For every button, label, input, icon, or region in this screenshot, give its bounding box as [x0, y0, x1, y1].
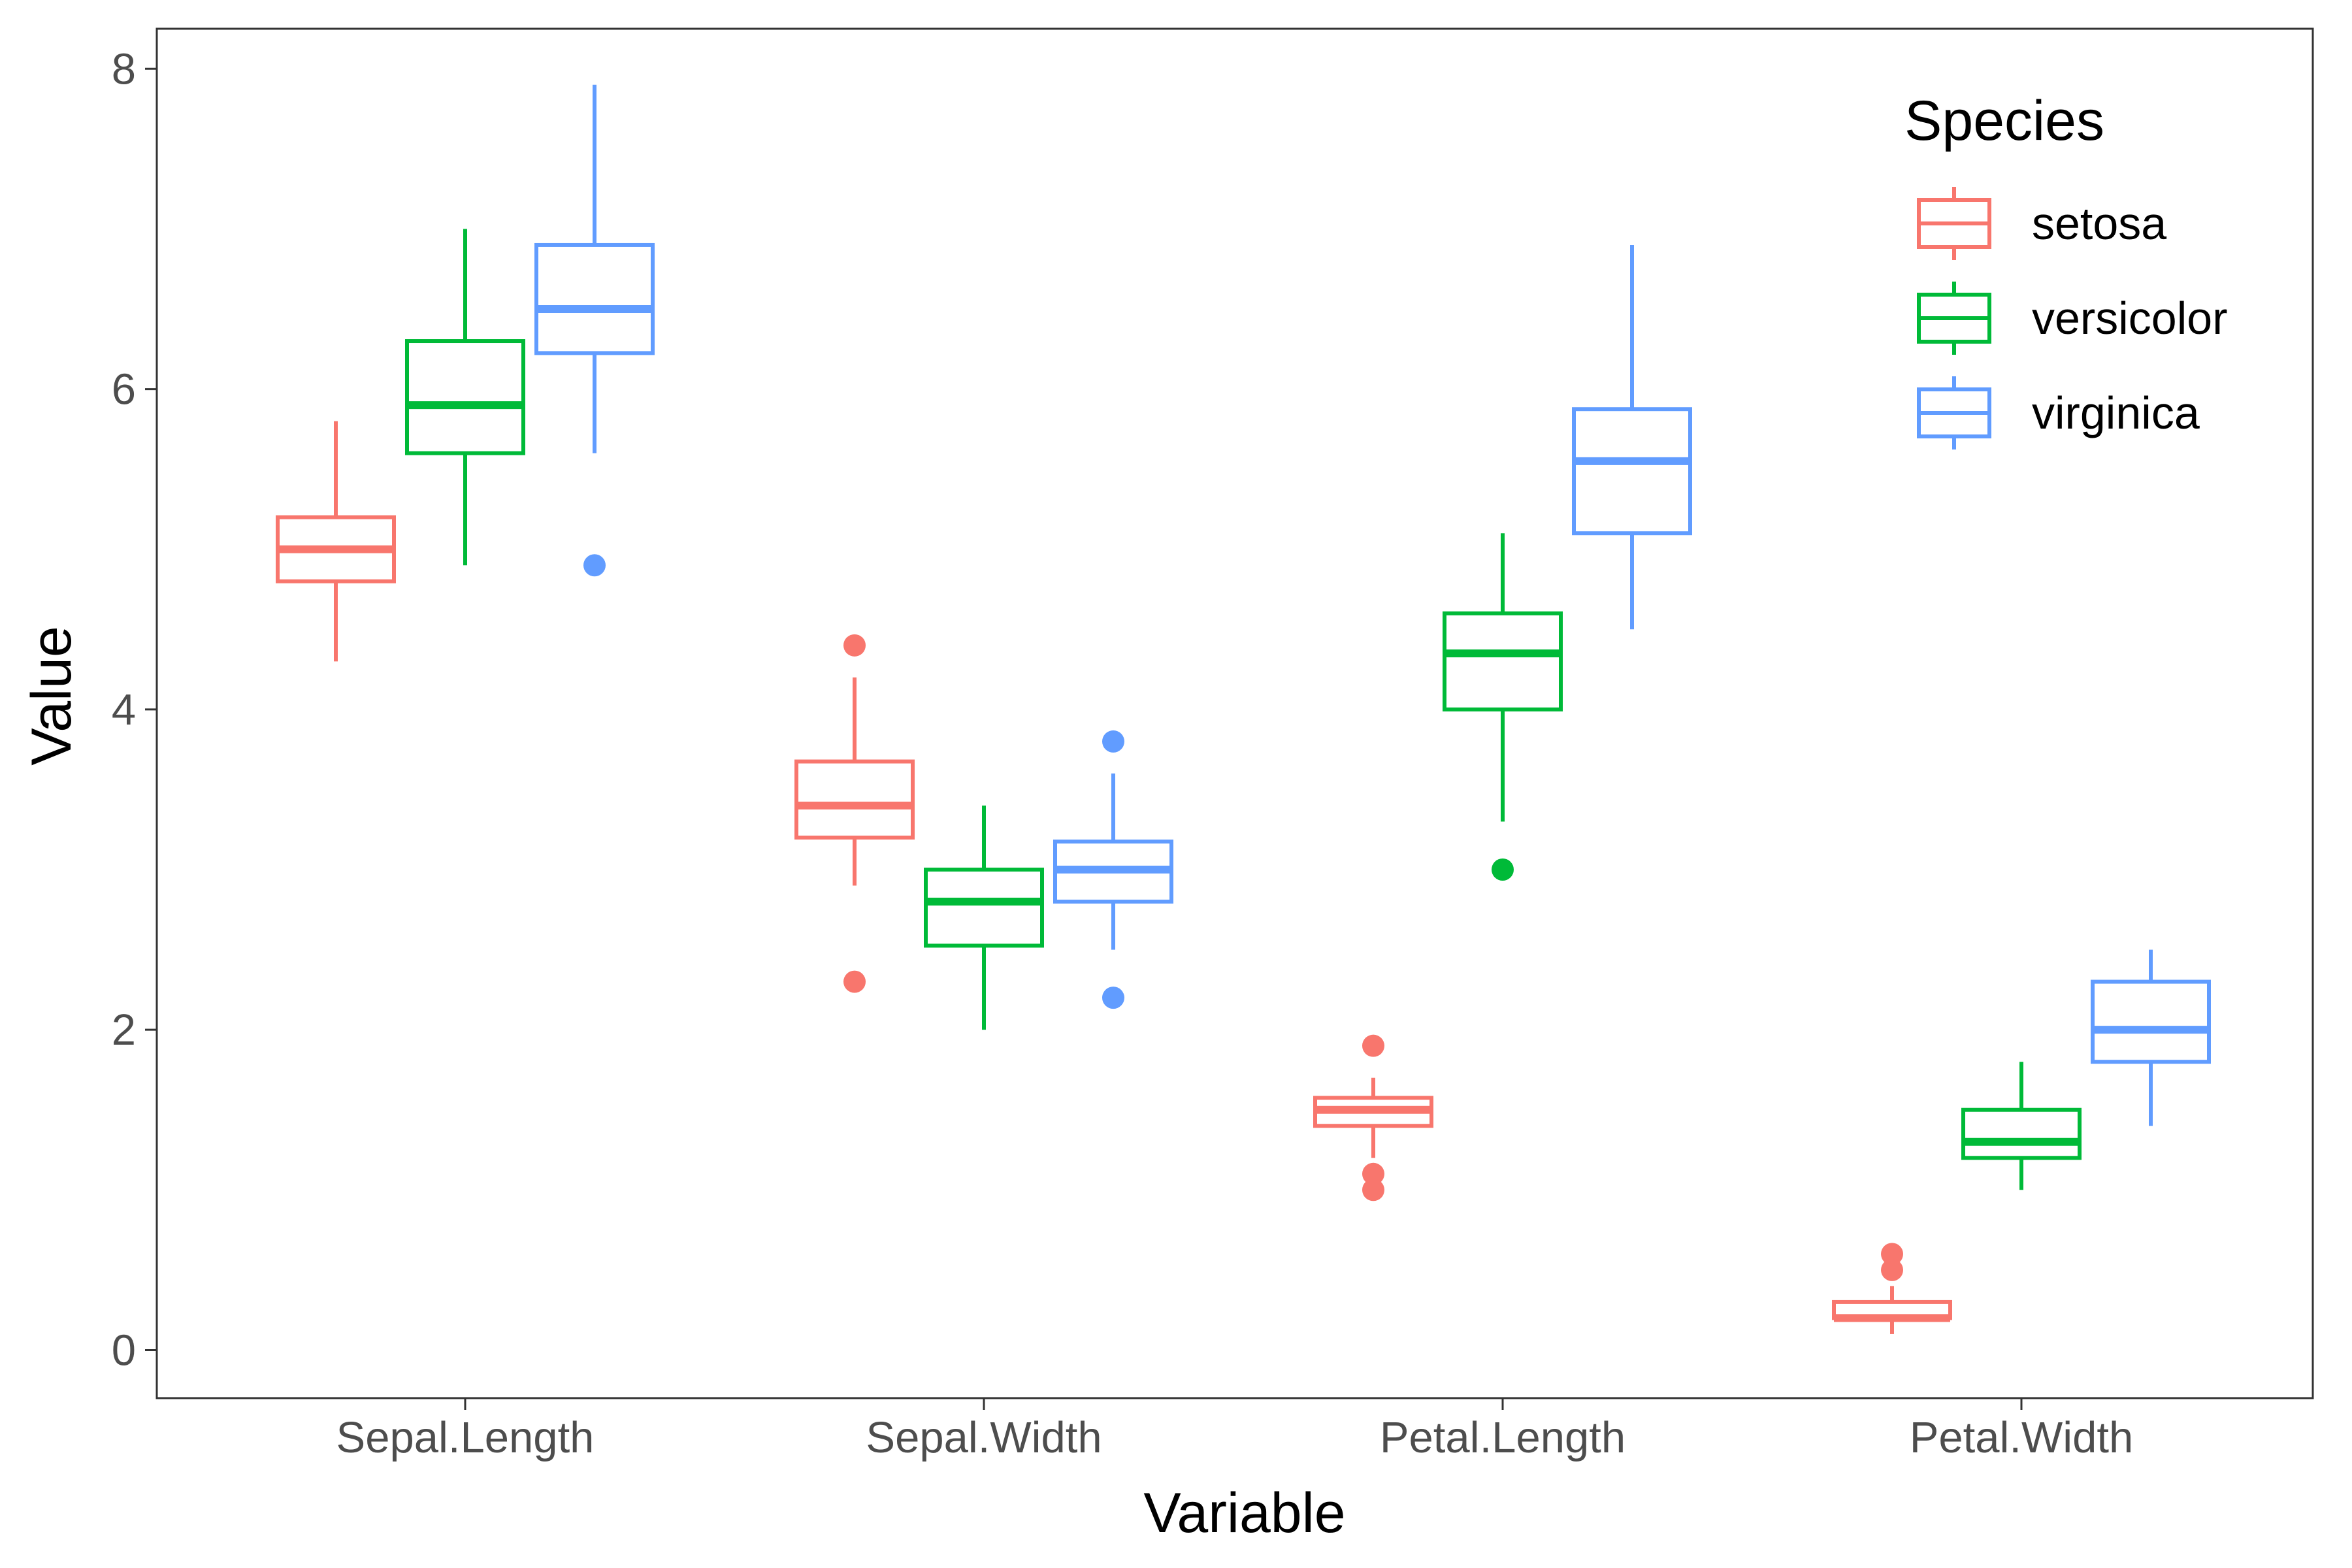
x-axis-title: Variable	[1143, 1482, 1345, 1544]
box-versicolor-Petal.Length	[1443, 533, 1563, 881]
box-virginica-Sepal.Length	[534, 84, 655, 577]
axes: 0 2 4 6 8 Sepal.Length Sepal.Width Petal.Length…	[112, 27, 2314, 1462]
y-tick-label: 6	[112, 365, 136, 414]
box-iqr	[2091, 979, 2211, 1064]
outlier-point	[1492, 858, 1514, 881]
outlier-point	[1102, 987, 1124, 1009]
box-virginica-Petal.Width	[2091, 949, 2211, 1126]
box-iqr	[1961, 1107, 2082, 1160]
box-setosa-Petal.Length	[1313, 1034, 1433, 1201]
box-iqr	[924, 868, 1044, 948]
box-setosa-Petal.Width	[1832, 1243, 1952, 1334]
outlier-point	[1362, 1179, 1384, 1201]
legend-item-versicolor: versicolor	[1917, 282, 2228, 355]
box-iqr	[794, 759, 915, 840]
panel-border	[155, 27, 2314, 1399]
legend-label: versicolor	[2032, 293, 2228, 344]
outlier-point	[583, 554, 606, 577]
box-iqr	[405, 339, 525, 455]
y-tick-label: 0	[112, 1326, 136, 1375]
box-virginica-Petal.Length	[1572, 244, 1692, 630]
box-iqr	[1572, 407, 1692, 536]
legend-label: setosa	[2032, 198, 2166, 249]
outlier-point	[1881, 1258, 1903, 1281]
outlier-point	[1102, 730, 1124, 753]
x-tick-label: Sepal.Length	[336, 1413, 595, 1462]
legend-title: Species	[1904, 90, 2104, 152]
box-setosa-Sepal.Width	[794, 634, 915, 993]
outlier-point	[1362, 1034, 1384, 1057]
legend-item-virginica: virginica	[1917, 376, 2200, 449]
outlier-point	[843, 970, 866, 993]
y-tick-label: 2	[112, 1005, 136, 1054]
box-iqr	[1443, 611, 1563, 711]
legend-item-setosa: setosa	[1917, 187, 2166, 260]
outlier-point	[1362, 1162, 1384, 1185]
x-tick-label: Petal.Length	[1380, 1413, 1625, 1462]
y-tick-label: 8	[112, 44, 136, 93]
outlier-point	[843, 634, 866, 657]
legend: Species setosa versicolor virginica	[1904, 90, 2228, 449]
box-versicolor-Sepal.Width	[924, 805, 1044, 1030]
plot-area	[276, 84, 2211, 1334]
box-versicolor-Petal.Width	[1961, 1062, 2082, 1190]
x-tick-label: Sepal.Width	[866, 1413, 1102, 1462]
box-virginica-Sepal.Width	[1053, 730, 1173, 1009]
y-axis-title: Value	[20, 626, 83, 766]
outlier-point	[1881, 1243, 1903, 1266]
y-tick-label: 4	[112, 685, 136, 734]
box-versicolor-Sepal.Length	[405, 229, 525, 566]
x-tick-label: Petal.Width	[1910, 1413, 2134, 1462]
box-setosa-Sepal.Length	[276, 421, 396, 662]
box-iqr	[534, 242, 655, 355]
legend-label: virginica	[2032, 387, 2200, 438]
